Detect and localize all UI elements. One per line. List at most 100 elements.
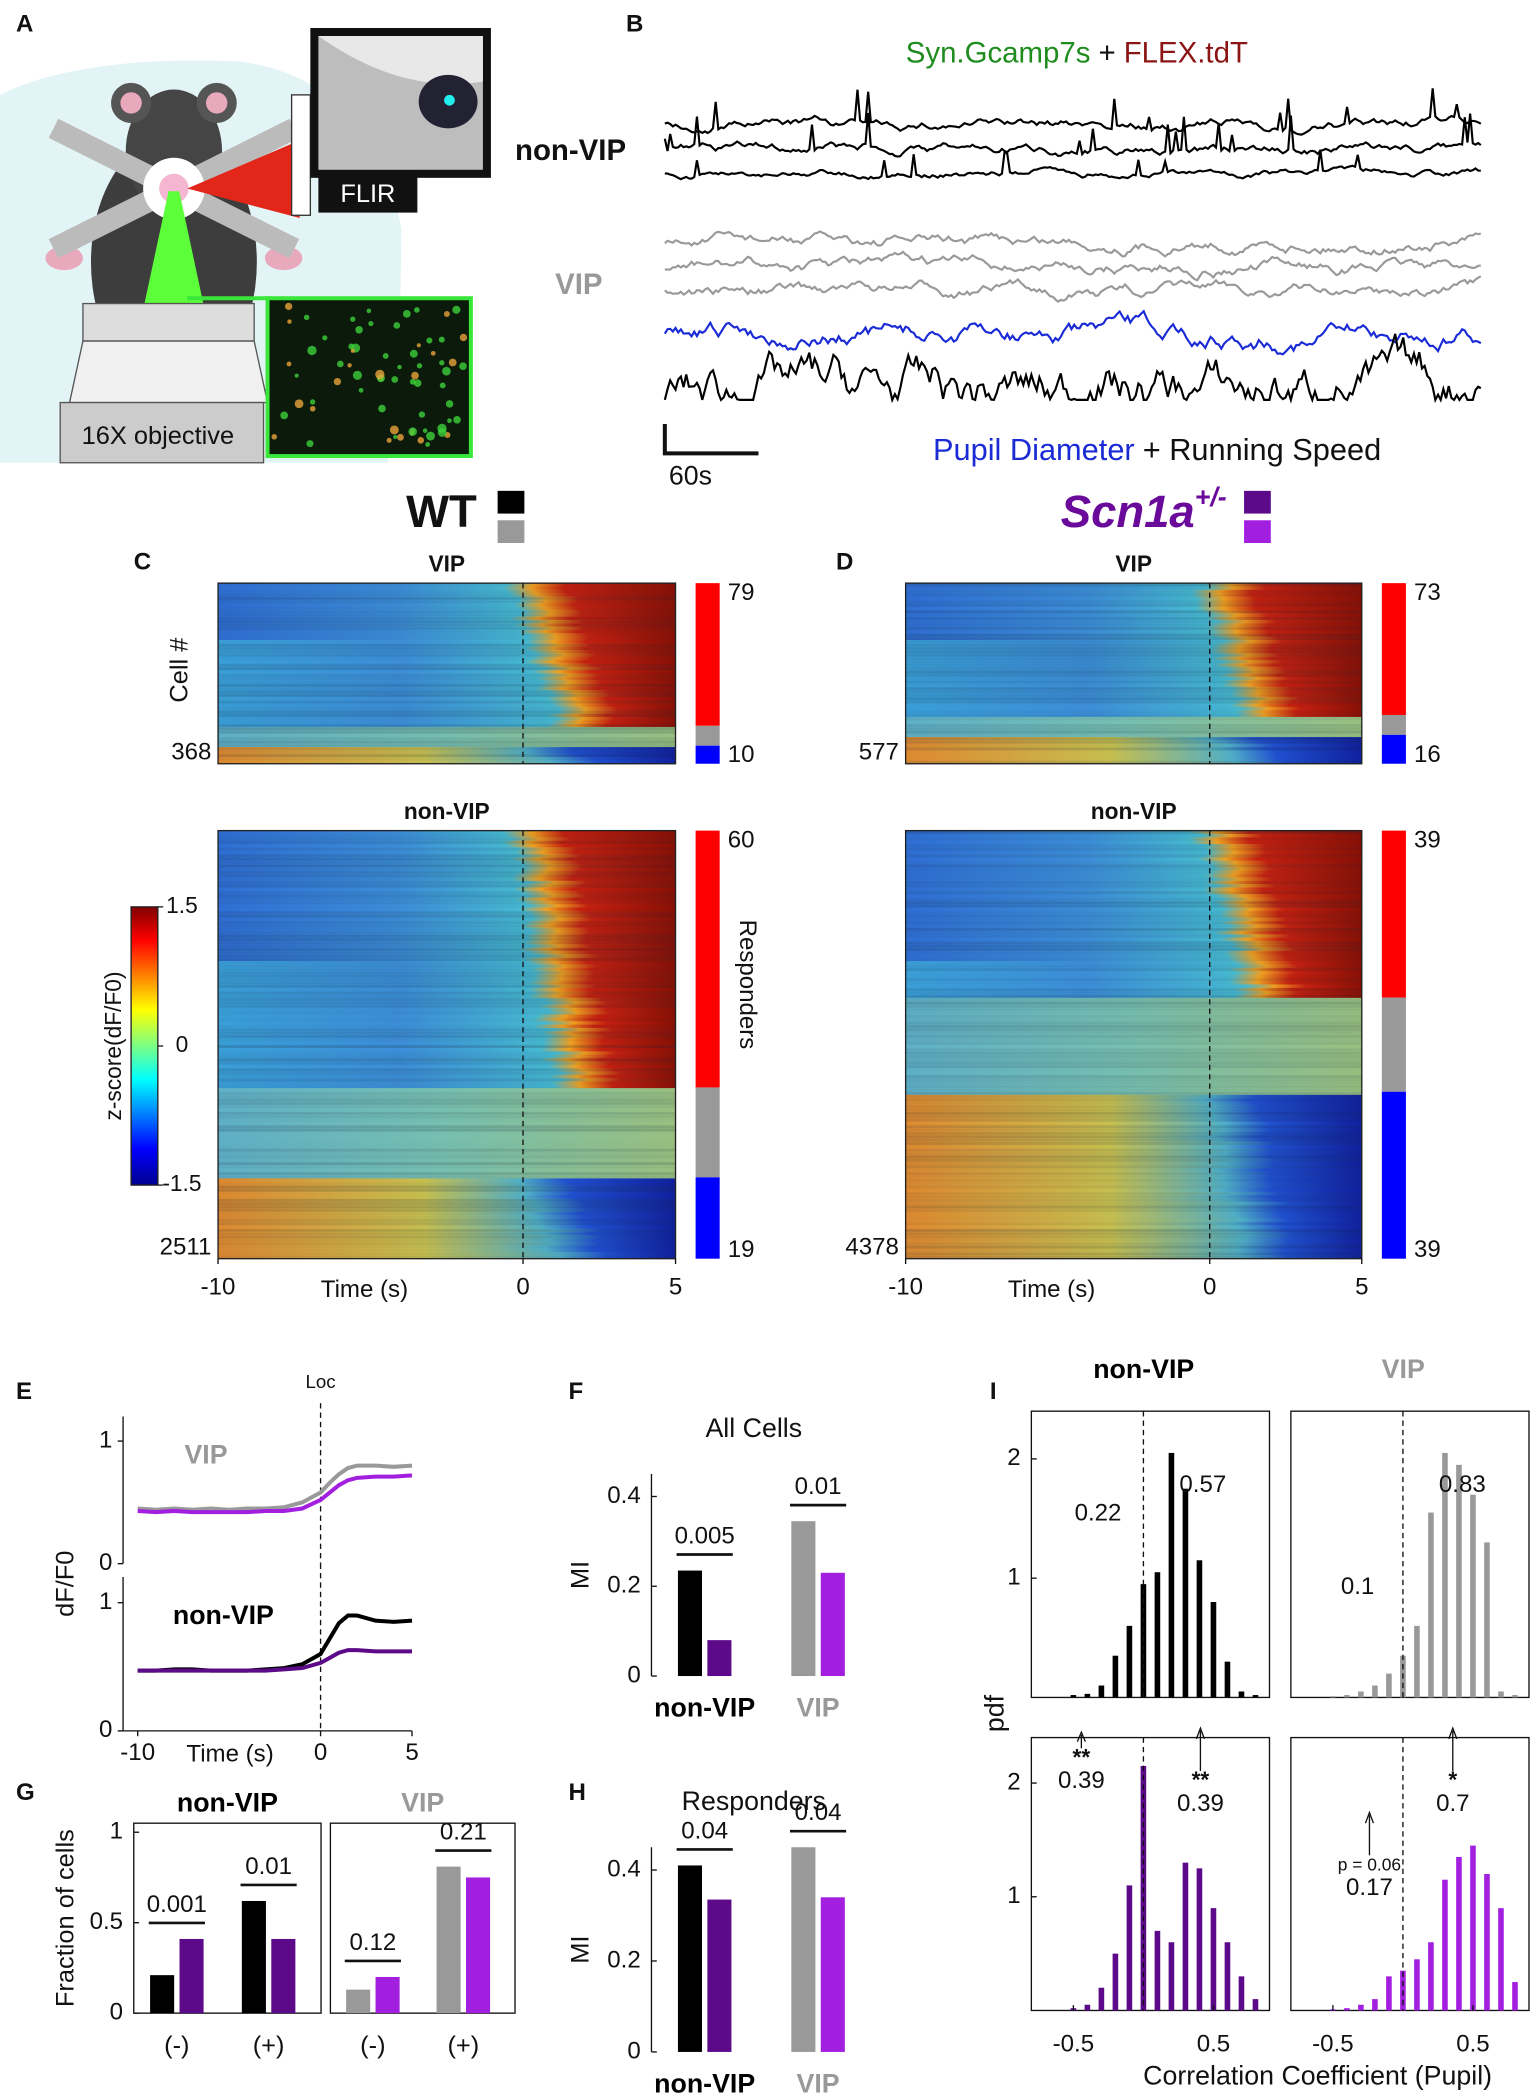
cell-dot xyxy=(417,363,422,368)
heatmap-row xyxy=(218,1068,675,1072)
heatmap-row xyxy=(218,1209,675,1213)
cell-dot xyxy=(431,351,436,356)
heatmap-row xyxy=(906,704,1362,708)
heatmap-row xyxy=(906,737,1362,741)
heatmap-row xyxy=(218,854,675,858)
x-tick-label: -0.5 xyxy=(1312,2031,1353,2058)
cell-count: 368 xyxy=(171,738,211,765)
heatmap-row xyxy=(906,1135,1362,1139)
histogram-bar xyxy=(1358,1691,1364,1697)
heatmap-row xyxy=(218,1249,675,1253)
trace xyxy=(665,311,1481,354)
heatmap-row xyxy=(906,948,1362,952)
line-title: VIP xyxy=(184,1440,227,1470)
heatmap-row xyxy=(218,1031,675,1035)
heatmap-row xyxy=(218,657,675,661)
category-label: (+) xyxy=(447,2031,479,2059)
cell-dot xyxy=(390,425,399,434)
heatmap-row xyxy=(906,1222,1362,1226)
heatmap-row xyxy=(218,744,675,748)
heatmap-row xyxy=(218,1041,675,1045)
heatmap-row xyxy=(906,650,1362,654)
bar-title: All Cells xyxy=(705,1413,802,1443)
heatmap-row xyxy=(218,1058,675,1062)
y-tick-label: 1 xyxy=(1007,1564,1020,1591)
cell-dot xyxy=(337,361,344,368)
heatmap-row xyxy=(906,901,1362,905)
heatmap-row xyxy=(906,1225,1362,1229)
trace xyxy=(665,150,1481,180)
heatmap-row xyxy=(218,1008,675,1012)
histogram-bar xyxy=(1225,1662,1231,1698)
objective-label: 16X objective xyxy=(82,422,235,450)
y-tick-label: 0 xyxy=(99,1716,112,1743)
heatmap-row xyxy=(218,874,675,878)
wt-swatch xyxy=(498,520,525,543)
legend-black: + Running Speed xyxy=(1143,432,1382,467)
histogram-bar xyxy=(1169,1942,1175,2010)
histogram-bar xyxy=(1498,1908,1504,2010)
heatmap-row xyxy=(906,877,1362,881)
fraction-label: 0.1 xyxy=(1341,1573,1374,1600)
y-axis-label: Fraction of cells xyxy=(52,1829,80,2007)
cell-dot xyxy=(378,405,386,413)
colorbar-label: z-score(dF/F0) xyxy=(100,971,126,1120)
panel-label: D xyxy=(836,548,853,575)
heatmap-row xyxy=(218,1028,675,1032)
heatmap-row xyxy=(218,730,675,734)
heatmap-row xyxy=(218,891,675,895)
responder-label: 19 xyxy=(728,1236,755,1263)
histogram-bar xyxy=(1169,1453,1175,1698)
histogram-bar xyxy=(1484,1874,1490,2010)
scn-sup: +/- xyxy=(1195,482,1227,512)
responder-label: 39 xyxy=(1414,827,1441,854)
bar xyxy=(821,1897,845,2052)
heatmap-row xyxy=(906,603,1362,607)
heatmap-row xyxy=(906,1188,1362,1192)
heatmap-row xyxy=(906,918,1362,922)
p-value: 0.001 xyxy=(147,1891,207,1918)
heatmap-row xyxy=(906,630,1362,634)
heatmap-row xyxy=(218,931,675,935)
cell-dot xyxy=(368,321,373,326)
histogram-bar xyxy=(1253,1695,1259,1697)
p-value: 0.01 xyxy=(245,1853,292,1880)
vip-label: VIP xyxy=(555,268,602,301)
cell-dot xyxy=(306,440,313,447)
heatmap-row xyxy=(218,663,675,667)
heatmap-row xyxy=(218,857,675,861)
y-tick-label: 0.4 xyxy=(607,1482,640,1509)
heatmap-row xyxy=(218,981,675,985)
heatmap-row xyxy=(218,894,675,898)
fraction-label: 0.57 xyxy=(1179,1471,1226,1498)
heatmap-row xyxy=(906,1038,1362,1042)
category-label: (-) xyxy=(164,2031,189,2059)
heatmap-row xyxy=(218,951,675,955)
heatmap-row xyxy=(218,1108,675,1112)
histogram-bar xyxy=(1225,1942,1231,2010)
heatmap-row xyxy=(218,884,675,888)
heatmap-row xyxy=(906,663,1362,667)
heatmap-row xyxy=(906,1249,1362,1253)
cell-dot xyxy=(439,337,445,343)
heatmap-row xyxy=(218,1051,675,1055)
heatmap-row xyxy=(218,958,675,962)
heatmap-row xyxy=(218,1212,675,1216)
heatmap-row xyxy=(218,650,675,654)
heatmap-row xyxy=(218,1172,675,1176)
heatmap-row xyxy=(218,898,675,902)
heatmap-row xyxy=(218,1021,675,1025)
responder-label: 10 xyxy=(728,741,755,768)
heatmap-row xyxy=(218,617,675,621)
heatmap-row xyxy=(218,1229,675,1233)
cell-dot xyxy=(353,371,362,380)
heatmap-row xyxy=(906,1058,1362,1062)
heatmap-row xyxy=(218,988,675,992)
cell-dot xyxy=(295,374,299,378)
heatmap-row xyxy=(218,1152,675,1156)
heatmap-row xyxy=(906,717,1362,721)
heatmap-row xyxy=(218,1215,675,1219)
cell-dot xyxy=(295,399,304,408)
responders-label: Responders xyxy=(734,920,761,1050)
y-tick-label: 0 xyxy=(99,1549,112,1576)
